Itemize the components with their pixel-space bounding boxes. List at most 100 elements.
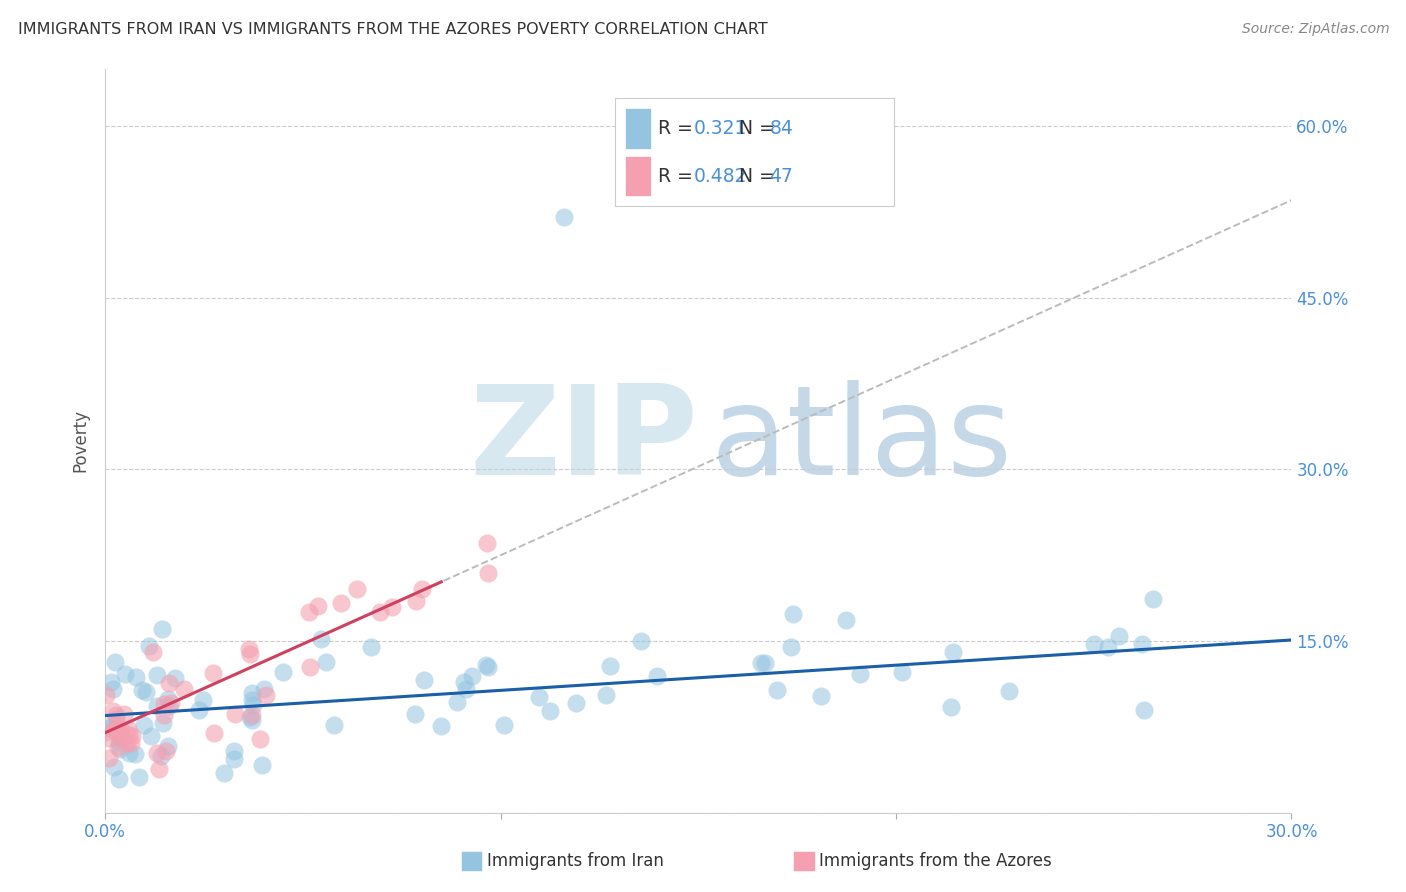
Point <box>125 670 148 684</box>
Point <box>527 690 550 704</box>
Point <box>222 752 245 766</box>
Text: 47: 47 <box>769 167 793 186</box>
Text: N =: N = <box>738 119 780 138</box>
Point <box>224 744 246 758</box>
Point <box>411 582 433 596</box>
Point <box>630 633 652 648</box>
Point <box>780 640 803 655</box>
Point <box>381 599 404 614</box>
Point <box>98 751 121 765</box>
Point <box>942 645 965 659</box>
Point <box>110 723 132 737</box>
Point <box>298 605 321 619</box>
Point <box>322 717 344 731</box>
Point <box>461 669 484 683</box>
Point <box>212 766 235 780</box>
Point <box>157 699 180 714</box>
Text: R =: R = <box>658 167 699 186</box>
Point <box>138 639 160 653</box>
Point <box>156 692 179 706</box>
Point <box>835 613 858 627</box>
Point <box>1108 629 1130 643</box>
Point <box>477 566 499 580</box>
Point <box>1132 702 1154 716</box>
Point <box>645 669 668 683</box>
Point <box>145 667 167 681</box>
Point <box>108 772 131 786</box>
Point <box>173 681 195 696</box>
Point <box>112 706 135 721</box>
Point <box>191 693 214 707</box>
Point <box>253 682 276 697</box>
Text: 0.482: 0.482 <box>693 167 747 186</box>
Point <box>298 660 321 674</box>
Point <box>117 746 139 760</box>
Point <box>121 729 143 743</box>
Text: Source: ZipAtlas.com: Source: ZipAtlas.com <box>1241 22 1389 37</box>
Point <box>890 665 912 680</box>
Point <box>103 723 125 738</box>
Text: atlas: atlas <box>710 380 1012 501</box>
Text: R =: R = <box>658 119 699 138</box>
Point <box>329 596 352 610</box>
Text: 0.321: 0.321 <box>693 119 747 138</box>
Point <box>749 656 772 670</box>
Point <box>477 535 499 549</box>
Text: Immigrants from Iran: Immigrants from Iran <box>488 852 664 870</box>
Point <box>242 693 264 707</box>
Point <box>1142 592 1164 607</box>
Y-axis label: Poverty: Poverty <box>72 409 89 472</box>
Point <box>100 674 122 689</box>
Point <box>404 706 426 721</box>
Text: Immigrants from the Azores: Immigrants from the Azores <box>820 852 1052 870</box>
Point <box>315 655 337 669</box>
Point <box>155 744 177 758</box>
Point <box>153 708 176 723</box>
Point <box>165 671 187 685</box>
Point <box>360 640 382 654</box>
Point <box>368 605 391 619</box>
Point <box>108 728 131 742</box>
Point <box>103 759 125 773</box>
Point <box>202 726 225 740</box>
Text: IMMIGRANTS FROM IRAN VS IMMIGRANTS FROM THE AZORES POVERTY CORRELATION CHART: IMMIGRANTS FROM IRAN VS IMMIGRANTS FROM … <box>18 22 768 37</box>
Text: N =: N = <box>738 167 780 186</box>
Point <box>1130 637 1153 651</box>
Point <box>107 730 129 744</box>
Point <box>142 644 165 658</box>
Point <box>104 655 127 669</box>
Point <box>553 211 575 225</box>
Point <box>128 770 150 784</box>
Point <box>110 730 132 744</box>
Point <box>159 696 181 710</box>
Point <box>145 699 167 714</box>
Point <box>139 729 162 743</box>
Point <box>240 685 263 699</box>
Point <box>124 747 146 762</box>
Point <box>939 700 962 714</box>
Point <box>94 724 117 739</box>
Point <box>998 683 1021 698</box>
Point <box>453 675 475 690</box>
Point <box>454 681 477 696</box>
Point <box>240 713 263 727</box>
Point <box>120 736 142 750</box>
Point <box>307 599 329 613</box>
Point <box>412 673 434 687</box>
Point <box>152 697 174 711</box>
Point <box>239 710 262 724</box>
Point <box>766 683 789 698</box>
Point <box>114 667 136 681</box>
Point <box>135 685 157 699</box>
Point <box>117 722 139 736</box>
Point <box>254 689 277 703</box>
Point <box>101 718 124 732</box>
Point <box>494 718 516 732</box>
Point <box>782 607 804 621</box>
Point <box>271 665 294 679</box>
Point <box>187 703 209 717</box>
Point <box>131 683 153 698</box>
Point <box>252 758 274 772</box>
Point <box>240 707 263 722</box>
Point <box>108 742 131 756</box>
